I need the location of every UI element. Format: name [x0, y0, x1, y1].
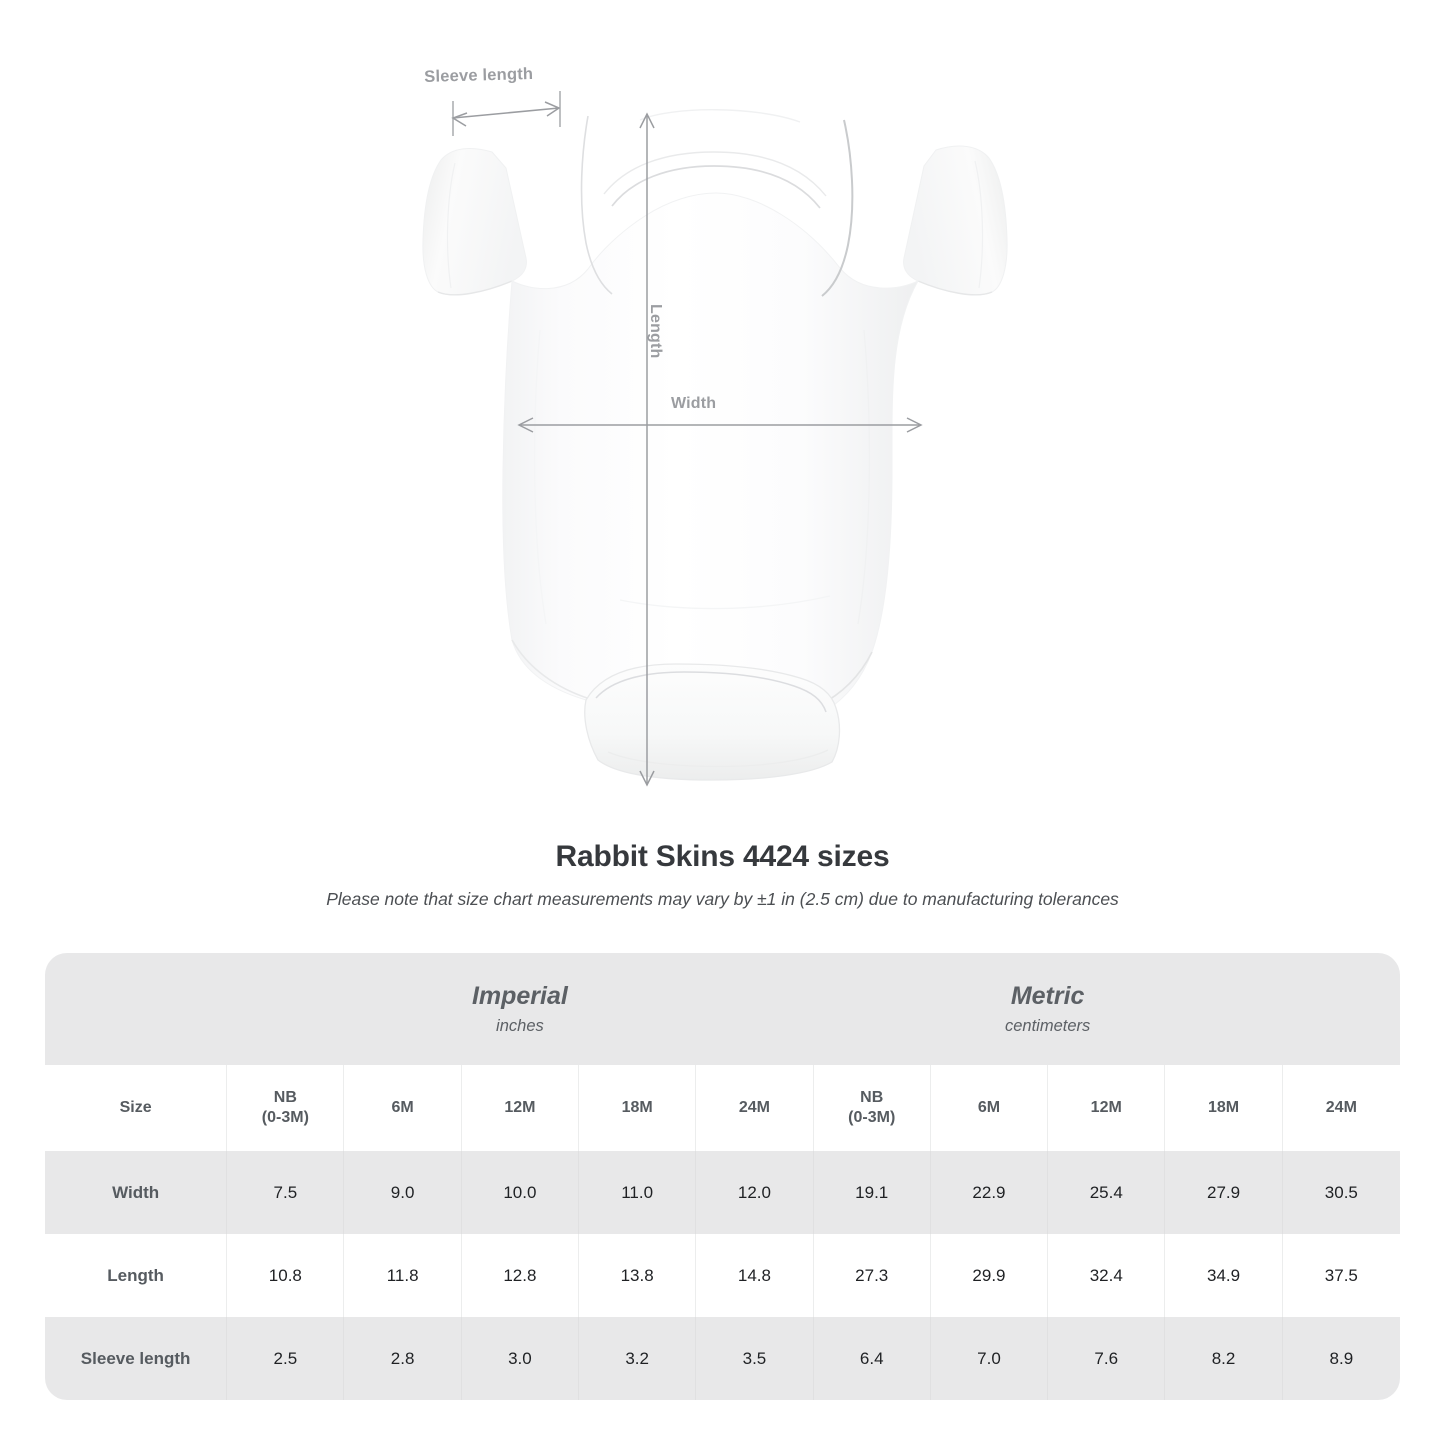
col-head-line1: NB	[273, 1088, 297, 1106]
cell-length-12m-cm: 32.4	[1047, 1234, 1166, 1317]
cell-length-12m-in: 12.8	[461, 1234, 580, 1317]
column-header-nb-metric: NB (0-3M)	[813, 1065, 931, 1151]
col-head-line1: NB	[860, 1088, 884, 1106]
unit-group-metric-sub: centimeters	[1004, 1016, 1091, 1035]
dimension-guides	[451, 91, 923, 787]
col-head-line2: (0-3M)	[848, 1109, 896, 1126]
table-row: Width 7.5 9.0 10.0 11.0 12.0 19.1 22.9 2…	[45, 1151, 1400, 1234]
unit-system-band: Imperial inches Metric centimeters	[45, 953, 1400, 1065]
cell-width-nb-cm: 19.1	[813, 1151, 931, 1234]
unit-group-imperial: Imperial inches	[226, 953, 814, 1065]
cell-width-nb-in: 7.5	[226, 1151, 345, 1234]
unit-group-metric-name: Metric	[1010, 982, 1085, 1011]
column-header-nb-imperial: NB (0-3M)	[226, 1065, 345, 1151]
cell-width-12m-cm: 25.4	[1047, 1151, 1166, 1234]
cell-sleeve-12m-in: 3.0	[461, 1317, 580, 1400]
cell-sleeve-12m-cm: 7.6	[1047, 1317, 1166, 1400]
page-subtitle: Please note that size chart measurements…	[326, 888, 1119, 909]
col-head-line2: (0-3M)	[261, 1109, 309, 1126]
page-title: Rabbit Skins 4424 sizes	[555, 840, 890, 873]
cell-length-24m-in: 14.8	[695, 1234, 814, 1317]
cell-sleeve-24m-cm: 8.9	[1282, 1317, 1400, 1400]
cell-sleeve-nb-in: 2.5	[226, 1317, 345, 1400]
column-header-12m-metric: 12M	[1047, 1065, 1166, 1151]
cell-length-18m-in: 13.8	[578, 1234, 697, 1317]
cell-sleeve-24m-in: 3.5	[695, 1317, 814, 1400]
cell-sleeve-6m-in: 2.8	[343, 1317, 462, 1400]
unit-group-imperial-name: Imperial	[471, 982, 568, 1011]
cell-width-18m-cm: 27.9	[1164, 1151, 1283, 1234]
column-header-6m-metric: 6M	[930, 1065, 1049, 1151]
cell-width-24m-in: 12.0	[695, 1151, 814, 1234]
row-label-length: Length	[45, 1234, 228, 1317]
unit-band-spacer	[45, 953, 227, 1065]
column-header-6m-imperial: 6M	[343, 1065, 462, 1151]
size-chart-table-wrapper: Imperial inches Metric centimeters Size …	[45, 953, 1400, 1400]
unit-band-end	[1282, 953, 1400, 1065]
column-header-18m-imperial: 18M	[578, 1065, 697, 1151]
title-block: Rabbit Skins 4424 sizes Please note that…	[0, 838, 1445, 910]
cell-width-18m-in: 11.0	[578, 1151, 697, 1234]
column-header-12m-imperial: 12M	[461, 1065, 580, 1151]
cell-length-24m-cm: 37.5	[1282, 1234, 1400, 1317]
unit-group-metric: Metric centimeters	[813, 953, 1283, 1065]
cell-width-6m-in: 9.0	[343, 1151, 462, 1234]
column-header-24m-metric: 24M	[1282, 1065, 1400, 1151]
row-label-width: Width	[45, 1151, 228, 1234]
cell-sleeve-18m-in: 3.2	[578, 1317, 697, 1400]
column-header-size: Size	[45, 1065, 228, 1151]
bodysuit-drawing	[422, 91, 1008, 787]
unit-group-imperial-sub: inches	[496, 1016, 544, 1035]
size-header-row: Size NB (0-3M) 6M 12M 18M 24M NB (0-3M) …	[45, 1065, 1400, 1151]
row-label-sleeve-length: Sleeve length	[45, 1317, 228, 1400]
garment-illustration: Sleeve length Length Width	[422, 65, 1008, 787]
cell-sleeve-6m-cm: 7.0	[930, 1317, 1049, 1400]
cell-length-6m-cm: 29.9	[930, 1234, 1049, 1317]
column-header-24m-imperial: 24M	[695, 1065, 814, 1151]
cell-length-nb-in: 10.8	[226, 1234, 345, 1317]
cell-width-24m-cm: 30.5	[1282, 1151, 1400, 1234]
cell-sleeve-18m-cm: 8.2	[1164, 1317, 1283, 1400]
cell-length-18m-cm: 34.9	[1164, 1234, 1283, 1317]
table-row: Sleeve length 2.5 2.8 3.0 3.2 3.5 6.4 7.…	[45, 1317, 1400, 1400]
size-chart-table: Imperial inches Metric centimeters Size …	[45, 953, 1400, 1400]
column-header-18m-metric: 18M	[1164, 1065, 1283, 1151]
cell-length-6m-in: 11.8	[343, 1234, 462, 1317]
cell-width-6m-cm: 22.9	[930, 1151, 1049, 1234]
table-row: Length 10.8 11.8 12.8 13.8 14.8 27.3 29.…	[45, 1234, 1400, 1317]
cell-width-12m-in: 10.0	[461, 1151, 580, 1234]
cell-length-nb-cm: 27.3	[813, 1234, 931, 1317]
cell-sleeve-nb-cm: 6.4	[813, 1317, 931, 1400]
